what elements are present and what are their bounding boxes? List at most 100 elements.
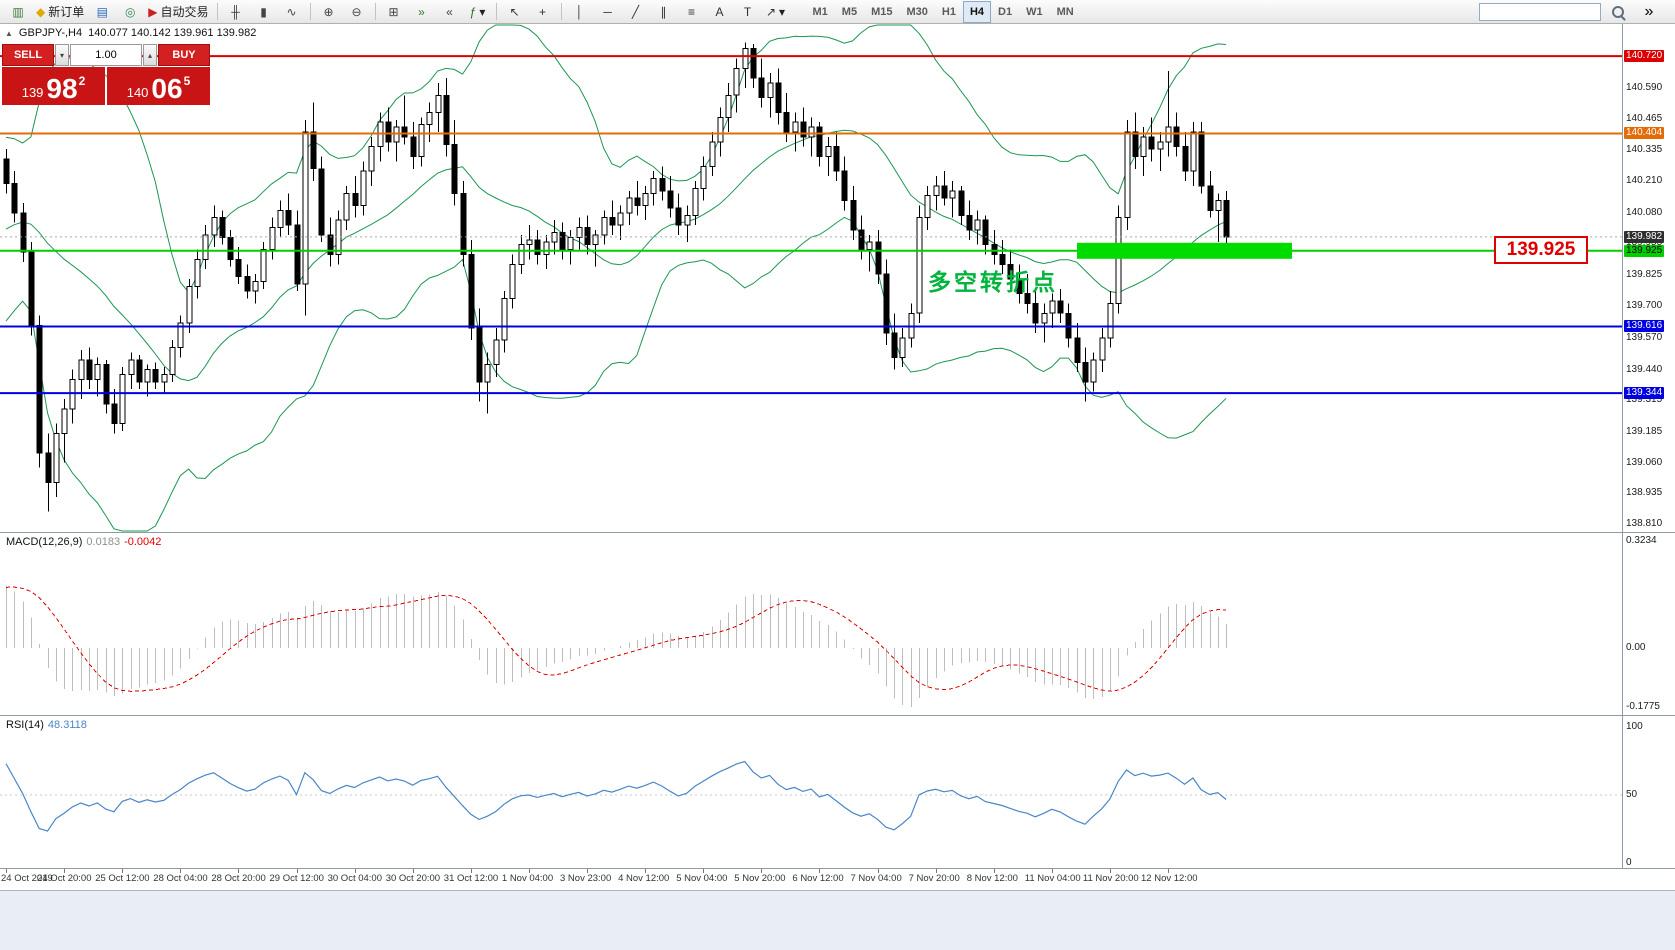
candlestick-chart-icon[interactable]: ▮	[250, 1, 278, 23]
time-axis-label: 29 Oct 12:00	[269, 873, 324, 884]
price-callout-label[interactable]: 139.925	[1494, 236, 1588, 264]
timeframe-w1-button[interactable]: W1	[1026, 5, 1043, 18]
autotrading-button[interactable]: ▶ 自动交易	[144, 1, 212, 23]
candles-series	[3, 42, 1230, 512]
chart-shift-icon-glyph: «	[446, 4, 453, 19]
volume-input[interactable]	[70, 44, 142, 66]
buy-price-display[interactable]: 140 06 5	[107, 67, 210, 105]
panel-collapse-icon[interactable]: ▲	[5, 28, 13, 38]
time-axis-label: 24 Oct 2019	[1, 873, 53, 884]
indicators-icon-glyph: ƒ	[469, 4, 477, 19]
tile-windows-icon[interactable]: ⊞	[380, 1, 408, 23]
new-order-button[interactable]: ◆ 新订单	[32, 1, 88, 23]
bars-chart-icon-glyph: ╫	[231, 4, 240, 19]
zoom-out-icon[interactable]: ⊖	[343, 1, 371, 23]
line-chart-icon[interactable]: ∿	[278, 1, 306, 23]
chart-svg	[0, 24, 1675, 873]
zoom-in-icon[interactable]: ⊕	[315, 1, 343, 23]
symbol-title: GBPJPY-,H4	[18, 27, 83, 39]
time-axis-label: 5 Nov 04:00	[676, 873, 728, 884]
rsi-name: RSI(14)	[6, 719, 44, 731]
macd-tick-label: 0.00	[1626, 642, 1646, 653]
volume-increase-button[interactable]: ▴	[143, 44, 157, 66]
time-axis-label: 28 Oct 20:00	[211, 873, 266, 884]
price-tick-label: 139.440	[1626, 363, 1663, 375]
price-tick-label: 139.315	[1626, 394, 1663, 406]
chart-shift-icon[interactable]: «	[436, 1, 464, 23]
time-axis-label: 4 Nov 12:00	[618, 873, 670, 884]
chart-canvas[interactable]: ▲ GBPJPY-,H4 140.077 140.142 139.961 139…	[0, 0, 1675, 890]
profiles-icon[interactable]: ▤	[88, 1, 116, 23]
highlight-rect[interactable]	[1077, 242, 1292, 259]
search-icon[interactable]	[1604, 1, 1632, 23]
sell-price-display[interactable]: 139 98 2	[2, 67, 105, 105]
rsi-tick-label: 100	[1626, 721, 1643, 732]
price-tick-label: 139.825	[1626, 269, 1663, 281]
search-input[interactable]	[1479, 2, 1601, 21]
timeframe-mn-button[interactable]: MN	[1056, 5, 1074, 18]
equidistant-channel-icon-glyph: ∥	[660, 4, 667, 19]
bull-bear-turning-point-text[interactable]: 多空转折点	[928, 269, 1058, 295]
zoom-in-icon-glyph: ⊕	[323, 4, 334, 19]
equidistant-channel-icon[interactable]: ∥	[650, 1, 678, 23]
trendline-icon[interactable]: ╱	[622, 1, 650, 23]
autotrading-button-label: 自动交易	[160, 5, 209, 19]
time-axis-label: 7 Nov 04:00	[850, 873, 902, 884]
new-order-button-label: 新订单	[48, 5, 85, 19]
buy-button[interactable]: BUY	[158, 44, 210, 66]
timeframe-d1-button[interactable]: D1	[998, 5, 1013, 18]
zoom-out-icon-glyph: ⊖	[351, 4, 362, 19]
horizontal-line-icon[interactable]: ─	[594, 1, 622, 23]
auto-scroll-icon[interactable]: »	[408, 1, 436, 23]
time-axis-label: 7 Nov 20:00	[908, 873, 960, 884]
vertical-line-icon[interactable]: │	[566, 1, 594, 23]
data-window-icon[interactable]: ◎	[116, 1, 144, 23]
time-axis-label: 12 Nov 12:00	[1141, 873, 1198, 884]
chart-window-icon[interactable]: ▥	[4, 1, 32, 23]
macd-main-value: 0.0183	[86, 536, 121, 548]
time-axis-label: 30 Oct 20:00	[385, 873, 441, 884]
timeframe-m1-button[interactable]: M1	[812, 5, 828, 18]
arrows-icon[interactable]: ↗ ▾	[762, 1, 790, 23]
price-tick-label: 140.080	[1626, 206, 1663, 218]
time-axis-label: 6 Nov 12:00	[792, 873, 844, 884]
indicators-icon[interactable]: ƒ ▾	[464, 1, 492, 23]
timeframe-m5-button[interactable]: M5	[841, 5, 858, 18]
time-axis-label: 30 Oct 04:00	[327, 873, 382, 884]
text-label-icon[interactable]: T	[734, 1, 762, 23]
fibonacci-icon[interactable]: ≡	[678, 1, 706, 23]
text-icon[interactable]: A	[706, 1, 734, 23]
price-line-label: 139.616	[1624, 320, 1665, 333]
cursor-icon[interactable]: ↖	[501, 1, 529, 23]
buy-price-prefix: 140	[126, 85, 149, 100]
timeframe-h1-button[interactable]: H1	[941, 5, 956, 18]
time-axis-label: 25 Oct 12:00	[95, 873, 150, 884]
rsi-tick-label: 0	[1626, 857, 1632, 868]
toolbar-overflow-icon[interactable]: »	[1644, 2, 1654, 20]
price-lines	[0, 55, 1622, 395]
bars-chart-icon[interactable]: ╫	[222, 1, 250, 23]
price-tick-label: 139.700	[1626, 299, 1663, 311]
volume-decrease-button[interactable]: ▾	[55, 44, 69, 66]
time-axis[interactable]: 24 Oct 2019 24 Oct 20:00 25 Oct 12:00 28 Oc…	[0, 869, 1622, 889]
indicators-icon-label: ▾	[479, 4, 486, 19]
price-tick-label: 139.185	[1626, 426, 1663, 438]
candlestick-chart-icon-glyph: ▮	[260, 4, 267, 19]
price-axis[interactable]: 138.810 138.935 139.060 139.185 139.315 139.4…	[1623, 24, 1675, 868]
main-toolbar: ▥ ◆ 新订单 ▤ ◎ ▶ 自动交易 ╫ ▮ ∿ ⊕ ⊖ ⊞» «ƒ ▾ ↖ + │ ─ ╱ ∥ ≡ A T ↗ ▾ M1 M5 M15…	[0, 0, 1675, 24]
price-tick-label: 138.935	[1626, 487, 1663, 499]
price-tick-label: 140.335	[1626, 144, 1663, 156]
timeframe-m30-button[interactable]: M30	[906, 5, 928, 18]
macd-tick-label: 0.3234	[1626, 534, 1657, 546]
crosshair-icon[interactable]: +	[529, 1, 557, 23]
toolbar-separator	[374, 3, 376, 20]
text-label-icon-glyph: T	[743, 4, 752, 19]
price-line-label: 140.404	[1624, 127, 1665, 140]
timeframe-h4-button[interactable]: H4	[962, 0, 991, 23]
arrows-icon-glyph: ↗	[765, 4, 777, 19]
status-bar	[0, 890, 1675, 950]
timeframe-m15-button[interactable]: M15	[871, 5, 893, 18]
trendline-icon-glyph: ╱	[631, 4, 640, 19]
tile-windows-icon-glyph: ⊞	[388, 4, 399, 19]
sell-button[interactable]: SELL	[2, 44, 54, 66]
